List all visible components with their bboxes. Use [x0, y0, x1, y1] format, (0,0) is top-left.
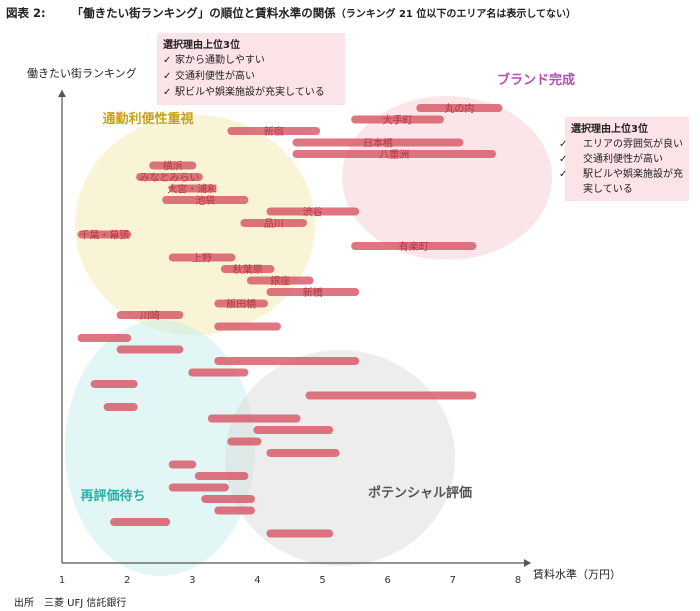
bar-label: 丸の内 — [444, 102, 474, 115]
bar-label: みなとみらい — [139, 172, 199, 184]
bar-label: 飯田橋 — [226, 298, 256, 311]
title-note: （ランキング 21 位以下のエリア名は表示してない） — [335, 9, 577, 20]
title-text: 「働きたい街ランキング」の順位と賃料水準の関係 — [71, 6, 336, 20]
x-tick-label: 7 — [450, 575, 456, 586]
reason-item: ✓ 駅ビルや娯楽施設が充実している — [163, 85, 339, 101]
y-axis-label: 働きたい街ランキング — [27, 67, 137, 80]
check-icon: ✓ — [559, 154, 568, 165]
cluster-label: 再評価待ち — [80, 488, 145, 504]
x-tick-label: 5 — [319, 575, 325, 586]
bar-label: 大宮・浦和 — [167, 183, 217, 196]
x-tick-label: 1 — [59, 575, 65, 586]
cluster-label: ブランド完成 — [497, 72, 575, 88]
y-axis-arrow — [58, 90, 66, 97]
bar-label: 品川 — [264, 218, 284, 230]
bar-label: 千葉・幕張 — [79, 229, 129, 242]
cluster-label: 通勤利便性重視 — [102, 111, 193, 127]
x-tick-label: 8 — [515, 575, 521, 586]
bar-label: 有楽町 — [399, 240, 429, 253]
source-note: 出所 三菱 UFJ 信託銀行 — [14, 598, 127, 609]
cluster-area — [225, 350, 455, 566]
bar-label: 日本橋 — [363, 137, 393, 150]
bar-label: 川崎 — [140, 309, 160, 322]
reason-title: 選択理由上位3位 — [163, 40, 240, 51]
reason-item: ✓ 交通利便性が高い — [163, 69, 339, 85]
check-icon: ✓ — [163, 71, 172, 82]
cluster-area — [342, 96, 552, 260]
bar-label: 新宿 — [264, 125, 284, 138]
x-tick-label: 6 — [385, 575, 391, 586]
bar-label: 大手町 — [382, 114, 412, 127]
reason-item: ✓ 駅ビルや娯楽施設が充実している — [559, 169, 683, 195]
x-axis-label: 賃料水準（万円） — [533, 568, 621, 581]
reason-item: ✓ エリアの雰囲気が良い — [559, 139, 683, 150]
x-axis-arrow — [524, 559, 531, 567]
x-tick-label: 2 — [124, 575, 130, 586]
cluster-label: ポテンシャル評価 — [368, 485, 472, 501]
bar-label: 新橋 — [303, 286, 323, 299]
reason-callout-left: 選択理由上位3位 ✓ 家から通勤しやすい ✓ 交通利便性が高い ✓ 駅ビルや娯楽施設が… — [157, 33, 345, 105]
reason-callout-right: 選択理由上位3位 ✓ エリアの雰囲気が良い ✓ 交通利便性が高い ✓ 駅ビルや娯楽施設… — [559, 117, 689, 201]
bar-label: 横浜 — [163, 160, 183, 173]
reason-item: ✓ 交通利便性が高い — [559, 154, 663, 165]
bar-label: 秋葉原 — [233, 263, 263, 276]
chart-title: 図表 2: 「働きたい街ランキング」の順位と賃料水準の関係（ランキング 21 位以… — [6, 5, 576, 21]
reason-item: ✓ 家から通勤しやすい — [163, 53, 339, 69]
bar-label: 渋谷 — [303, 206, 323, 219]
reason-title: 選択理由上位3位 — [571, 124, 648, 135]
check-icon: ✓ — [559, 169, 568, 180]
x-tick-label: 4 — [254, 575, 260, 586]
check-icon: ✓ — [163, 55, 172, 66]
figure-label: 図表 2: — [6, 6, 46, 20]
bar-label: 池袋 — [195, 194, 215, 207]
check-icon: ✓ — [559, 139, 568, 150]
check-icon: ✓ — [163, 87, 172, 98]
bar-label: 上野 — [192, 253, 212, 265]
bar-label: 八重洲 — [379, 148, 409, 161]
x-tick-label: 3 — [189, 575, 195, 586]
bar-label: 銀座 — [270, 275, 290, 288]
